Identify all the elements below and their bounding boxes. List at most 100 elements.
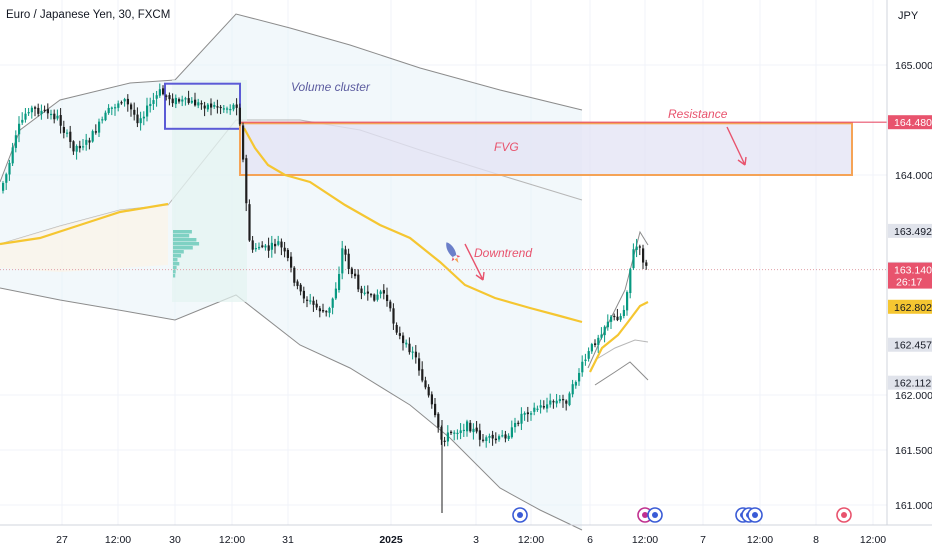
candle-body[interactable] — [306, 299, 309, 301]
candle-body[interactable] — [491, 434, 494, 439]
candle-body[interactable] — [456, 432, 459, 435]
candle-body[interactable] — [203, 105, 206, 109]
candle-body[interactable] — [427, 386, 430, 396]
candle-body[interactable] — [117, 103, 120, 108]
candle-body[interactable] — [293, 267, 296, 283]
candle-body[interactable] — [162, 88, 165, 95]
candle-body[interactable] — [549, 400, 552, 405]
candle-body[interactable] — [222, 108, 225, 110]
candle-body[interactable] — [5, 174, 8, 183]
candle-body[interactable] — [366, 291, 369, 294]
candle-body[interactable] — [581, 361, 584, 373]
candle-body[interactable] — [325, 311, 328, 313]
candle-body[interactable] — [69, 131, 72, 142]
candle-body[interactable] — [11, 147, 14, 164]
candle-body[interactable] — [242, 125, 245, 160]
candle-body[interactable] — [437, 413, 440, 428]
candle-body[interactable] — [395, 324, 398, 333]
candle-body[interactable] — [133, 109, 136, 115]
candle-body[interactable] — [72, 141, 75, 152]
candle-body[interactable] — [469, 422, 472, 432]
candle-body[interactable] — [453, 432, 456, 434]
candle-body[interactable] — [635, 246, 638, 250]
candle-body[interactable] — [494, 438, 497, 441]
candle-body[interactable] — [430, 394, 433, 405]
candle-body[interactable] — [466, 421, 469, 432]
candle-body[interactable] — [613, 315, 616, 318]
candle-body[interactable] — [46, 109, 49, 114]
candle-body[interactable] — [414, 351, 417, 358]
candle-body[interactable] — [501, 435, 504, 437]
candle-body[interactable] — [424, 380, 427, 388]
candle-body[interactable] — [126, 98, 129, 105]
candle-body[interactable] — [318, 308, 321, 312]
candle-body[interactable] — [274, 243, 277, 247]
candle-body[interactable] — [450, 431, 453, 434]
candle-body[interactable] — [30, 107, 33, 113]
candle-body[interactable] — [616, 316, 619, 321]
candle-body[interactable] — [88, 140, 91, 143]
candle-body[interactable] — [584, 359, 587, 361]
candle-body[interactable] — [363, 292, 366, 294]
candle-body[interactable] — [123, 99, 126, 102]
candle-body[interactable] — [322, 310, 325, 312]
candle-body[interactable] — [517, 422, 520, 424]
candle-body[interactable] — [24, 113, 27, 120]
candle-body[interactable] — [174, 97, 177, 105]
candle-body[interactable] — [539, 405, 542, 408]
candle-body[interactable] — [434, 403, 437, 416]
candle-body[interactable] — [187, 98, 190, 103]
candle-body[interactable] — [277, 241, 280, 245]
candle-body[interactable] — [232, 104, 235, 110]
candle-body[interactable] — [155, 95, 158, 99]
candle-body[interactable] — [475, 427, 478, 432]
candle-body[interactable] — [213, 105, 216, 107]
candle-body[interactable] — [120, 102, 123, 104]
candle-body[interactable] — [622, 309, 625, 316]
candle-body[interactable] — [283, 247, 286, 252]
candle-body[interactable] — [254, 248, 257, 250]
candle-body[interactable] — [546, 404, 549, 409]
candle-body[interactable] — [85, 139, 88, 145]
candle-body[interactable] — [309, 300, 312, 302]
candle-body[interactable] — [488, 436, 491, 438]
candle-body[interactable] — [398, 333, 401, 336]
candle-body[interactable] — [190, 100, 193, 103]
candle-body[interactable] — [408, 343, 411, 353]
candle-body[interactable] — [382, 290, 385, 294]
candle-body[interactable] — [53, 113, 56, 120]
candle-body[interactable] — [206, 104, 209, 110]
candle-body[interactable] — [82, 146, 85, 148]
candle-body[interactable] — [280, 241, 283, 248]
candle-body[interactable] — [296, 281, 299, 286]
candle-body[interactable] — [245, 158, 248, 204]
candle-body[interactable] — [472, 428, 475, 433]
candle-body[interactable] — [354, 273, 357, 277]
candle-body[interactable] — [578, 372, 581, 382]
candle-body[interactable] — [210, 103, 213, 108]
candle-body[interactable] — [594, 343, 597, 346]
candle-body[interactable] — [520, 413, 523, 424]
candle-body[interactable] — [626, 292, 629, 311]
candle-body[interactable] — [482, 439, 485, 441]
candle-body[interactable] — [94, 131, 97, 133]
candle-body[interactable] — [530, 413, 533, 415]
candle-body[interactable] — [462, 429, 465, 432]
candle-body[interactable] — [235, 104, 238, 108]
candle-body[interactable] — [562, 399, 565, 401]
candle-body[interactable] — [104, 112, 107, 121]
candle-body[interactable] — [59, 115, 62, 126]
candle-body[interactable] — [552, 401, 555, 403]
candle-body[interactable] — [130, 104, 133, 110]
candle-body[interactable] — [558, 399, 561, 402]
candle-body[interactable] — [142, 116, 145, 119]
candle-body[interactable] — [78, 145, 81, 149]
candle-body[interactable] — [597, 337, 600, 345]
candle-body[interactable] — [197, 102, 200, 106]
candle-body[interactable] — [443, 440, 446, 442]
candle-body[interactable] — [21, 119, 24, 123]
candle-body[interactable] — [510, 427, 513, 438]
candle-body[interactable] — [642, 248, 645, 263]
candle-body[interactable] — [392, 308, 395, 324]
